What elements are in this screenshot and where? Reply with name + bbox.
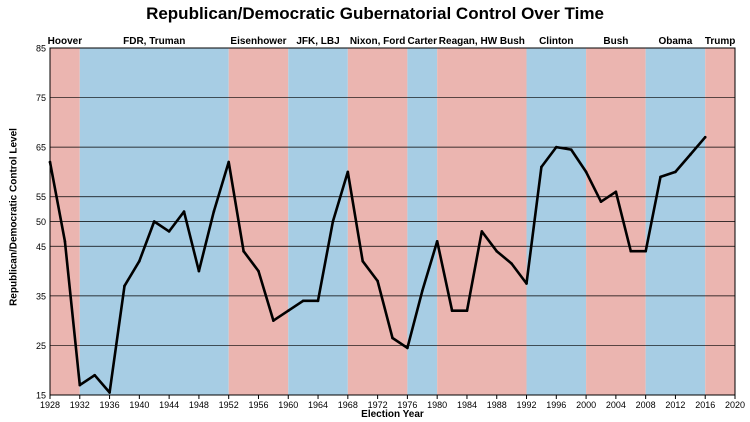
data-point-0-39 xyxy=(629,249,633,253)
plot-border xyxy=(49,47,736,396)
data-point-0-29 xyxy=(480,230,484,233)
data-point-0-14 xyxy=(257,269,260,273)
data-point-0-41 xyxy=(659,175,662,179)
data-point-0-10 xyxy=(197,269,201,273)
x-tick-label-15: 1988 xyxy=(487,400,507,410)
data-point-0-5 xyxy=(123,284,126,288)
y-tick-label-8: 85 xyxy=(36,44,46,54)
era-label-3: JFK, LBJ xyxy=(296,36,339,47)
data-point-0-21 xyxy=(361,259,365,263)
data-point-0-18 xyxy=(316,299,320,303)
era-label-1: FDR, Truman xyxy=(123,36,185,47)
x-tick-label-17: 1996 xyxy=(546,400,566,410)
data-point-0-36 xyxy=(584,170,588,174)
era-label-4: Nixon, Ford xyxy=(350,36,406,47)
data-point-0-13 xyxy=(242,249,245,253)
x-tick-label-6: 1952 xyxy=(219,400,239,410)
data-point-0-40 xyxy=(644,249,647,253)
era-label-2: Eisenhower xyxy=(230,36,286,47)
data-point-0-19 xyxy=(331,220,335,223)
data-point-0-17 xyxy=(301,299,305,303)
y-tick-label-5: 55 xyxy=(36,192,46,202)
data-point-0-7 xyxy=(152,220,156,223)
data-point-0-37 xyxy=(599,200,603,203)
data-point-0-34 xyxy=(555,145,558,149)
data-point-0-32 xyxy=(525,282,528,285)
y-tick-label-0: 15 xyxy=(36,391,46,401)
data-point-0-27 xyxy=(450,309,454,313)
data-point-0-33 xyxy=(540,165,543,169)
x-tick-label-21: 2012 xyxy=(665,400,685,410)
data-point-0-3 xyxy=(93,373,96,377)
x-tick-label-13: 1980 xyxy=(427,400,447,410)
x-tick-label-22: 2016 xyxy=(695,400,715,410)
data-point-0-4 xyxy=(108,391,111,394)
data-point-0-31 xyxy=(510,262,513,265)
x-tick-label-10: 1968 xyxy=(338,400,358,410)
data-point-0-1 xyxy=(63,240,67,243)
x-tick-label-12: 1976 xyxy=(397,400,417,410)
y-tick-label-4: 50 xyxy=(36,217,46,227)
data-point-0-15 xyxy=(272,319,275,322)
y-tick-label-2: 35 xyxy=(36,291,46,301)
y-tick-label-3: 45 xyxy=(36,242,46,252)
x-tick-label-2: 1936 xyxy=(100,400,120,410)
x-axis-label: Election Year xyxy=(361,409,424,420)
x-tick-label-7: 1956 xyxy=(248,400,268,410)
x-tick-label-11: 1972 xyxy=(368,400,388,410)
era-label-7: Clinton xyxy=(539,36,573,47)
era-label-0: Hoover xyxy=(48,36,83,47)
data-point-0-28 xyxy=(465,309,469,313)
data-point-0-44 xyxy=(703,135,707,139)
x-tick-label-19: 2004 xyxy=(606,400,626,410)
x-tick-label-20: 2008 xyxy=(636,400,656,410)
data-point-0-30 xyxy=(495,249,499,253)
y-tick-label-1: 25 xyxy=(36,341,46,351)
x-tick-label-16: 1992 xyxy=(517,400,537,410)
x-tick-label-14: 1984 xyxy=(457,400,477,410)
data-point-0-38 xyxy=(614,190,618,194)
data-point-0-22 xyxy=(376,279,379,283)
chart-title: Republican/Democratic Gubernatorial Cont… xyxy=(146,4,604,23)
x-tick-label-4: 1944 xyxy=(159,400,179,410)
era-label-8: Bush xyxy=(603,36,628,47)
era-label-9: Obama xyxy=(658,36,692,47)
data-point-0-2 xyxy=(78,383,82,387)
x-tick-label-8: 1960 xyxy=(278,400,298,410)
era-label-6: Reagan, HW Bush xyxy=(439,36,525,47)
era-label-5: Carter xyxy=(408,36,438,47)
era-label-10: Trump xyxy=(705,36,736,47)
data-point-0-42 xyxy=(674,170,677,174)
x-tick-label-18: 2000 xyxy=(576,400,596,410)
data-point-0-12 xyxy=(227,160,230,164)
data-point-0-8 xyxy=(167,230,171,233)
x-tick-label-3: 1940 xyxy=(129,400,149,410)
data-point-0-24 xyxy=(406,346,409,350)
data-point-0-43 xyxy=(689,153,692,156)
x-tick-label-5: 1948 xyxy=(189,400,209,410)
y-tick-label-6: 65 xyxy=(36,143,46,153)
x-tick-label-1: 1932 xyxy=(70,400,90,410)
data-point-0-23 xyxy=(391,336,394,340)
data-point-0-6 xyxy=(138,259,141,263)
y-axis-label-container: Republican/Democratic Control Level xyxy=(0,40,28,395)
data-point-0-11 xyxy=(212,210,216,213)
y-axis-label: Republican/Democratic Control Level xyxy=(8,128,20,306)
data-point-0-25 xyxy=(420,289,424,293)
data-point-0-20 xyxy=(346,170,350,174)
data-point-0-35 xyxy=(569,148,573,151)
x-tick-label-9: 1964 xyxy=(308,400,328,410)
data-point-0-26 xyxy=(435,240,439,243)
y-tick-label-7: 75 xyxy=(36,93,46,103)
data-point-0-0 xyxy=(48,160,52,164)
x-tick-label-0: 1928 xyxy=(40,400,60,410)
x-tick-label-23: 2020 xyxy=(725,400,745,410)
data-point-0-16 xyxy=(286,309,290,313)
data-point-0-9 xyxy=(182,210,186,213)
